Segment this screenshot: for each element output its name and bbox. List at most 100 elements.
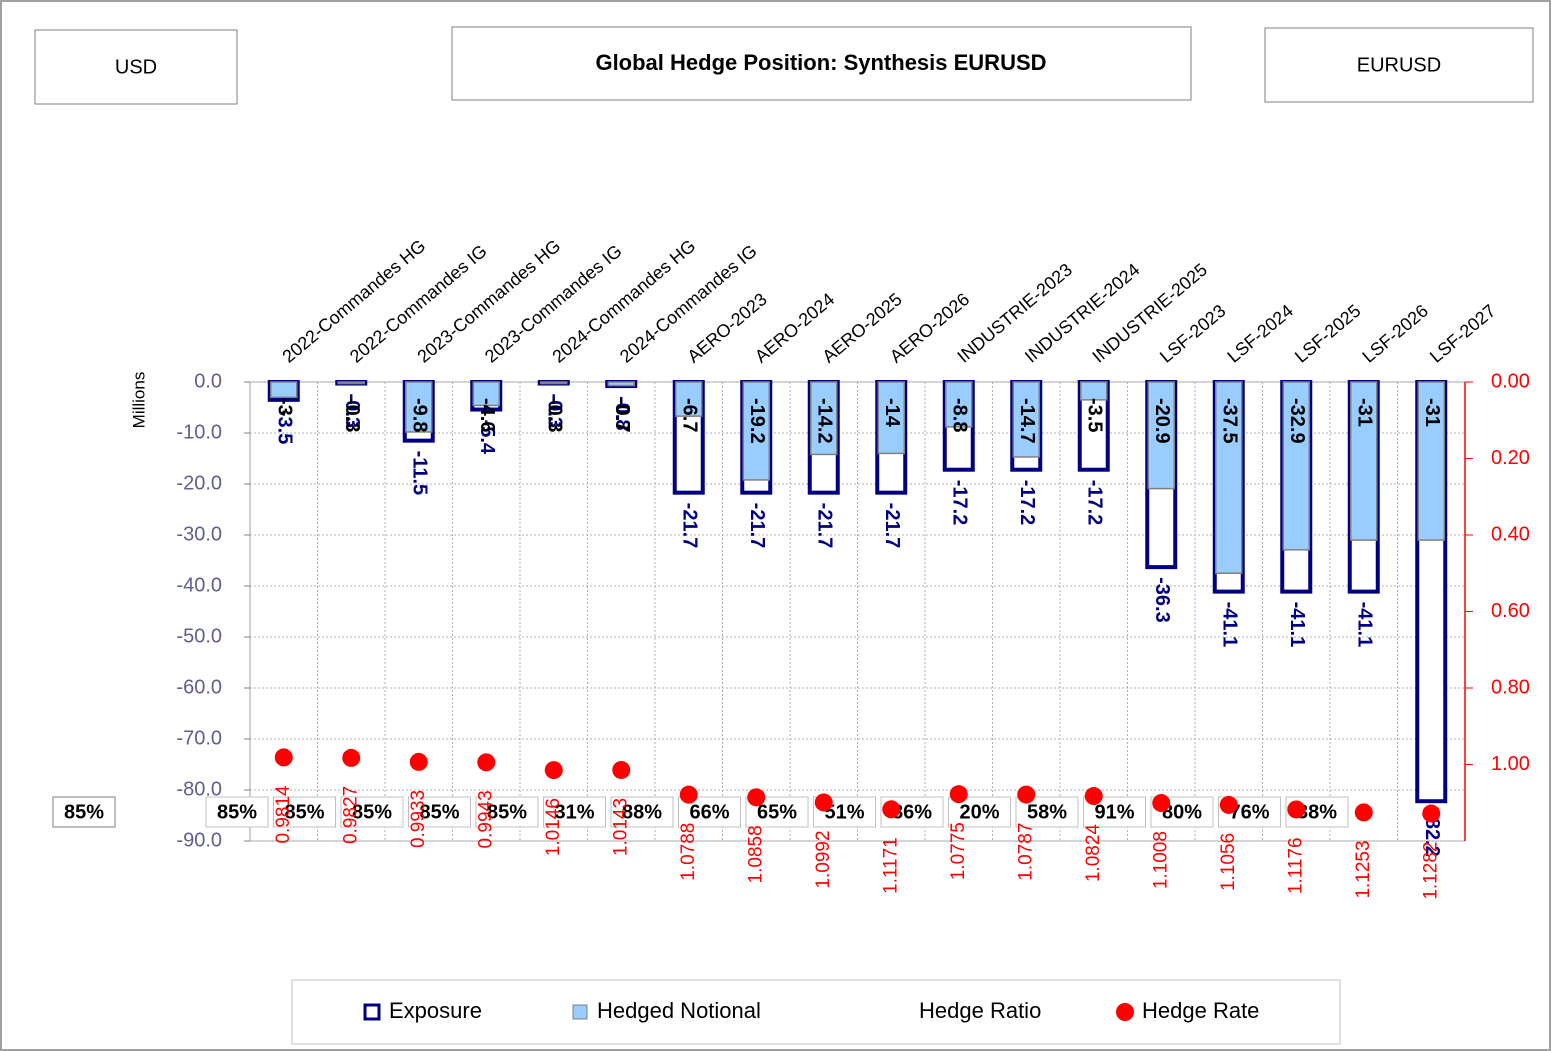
rate-dot	[747, 788, 766, 807]
rate-label: 1.0788	[678, 823, 699, 881]
rate-label: 1.0858	[745, 825, 766, 883]
ratio-box	[340, 796, 404, 828]
rate-label: 1.1171	[880, 837, 901, 894]
rate-dot	[1017, 785, 1036, 804]
chart-title: Global Hedge Position: Synthesis EURUSD	[595, 50, 1046, 75]
legend-label: Hedged Notional	[597, 998, 761, 1023]
hedged-bar	[1350, 381, 1378, 541]
y-tick-label: -60.0	[176, 676, 222, 698]
title-box	[451, 26, 1192, 101]
legend-box	[291, 979, 1341, 1045]
ratio-label: 85%	[284, 801, 324, 823]
ratio-label: 20%	[959, 801, 999, 823]
hedged-label: -19.2	[746, 398, 768, 444]
rate-label: 1.0775	[948, 822, 969, 880]
ratio-box	[205, 796, 269, 828]
y-tick-label: -50.0	[176, 625, 222, 647]
exposure-label: -21.7	[678, 503, 700, 549]
ratio-label: 88%	[622, 801, 662, 823]
header-left: USD	[115, 56, 157, 78]
hedged-bar	[405, 381, 433, 433]
hedged-bar	[337, 381, 365, 385]
hedged-bar	[810, 381, 838, 456]
hedged-label: -3.5	[1083, 398, 1105, 432]
y2-tick-label: 0.00	[1491, 370, 1530, 392]
y2-tick-label: 1.00	[1491, 753, 1530, 775]
ratio-label: 86%	[892, 801, 932, 823]
hedged-bar	[1215, 381, 1243, 574]
hedged-bar	[270, 381, 298, 399]
ratio-label: 85%	[64, 801, 104, 823]
rate-dot	[949, 785, 968, 804]
rate-label: 1.1176	[1285, 837, 1306, 894]
ratio-box	[1015, 796, 1079, 828]
y-tick-label: -40.0	[176, 574, 222, 596]
ratio-label: 80%	[1162, 801, 1202, 823]
rate-label: 0.9814	[273, 785, 294, 844]
hedged-label: -31	[1421, 398, 1443, 427]
exposure-label: -0.3	[341, 394, 363, 428]
exposure-label: -21.7	[881, 503, 903, 549]
ratio-box	[610, 796, 674, 828]
exposure-label: -82.2	[1421, 811, 1443, 857]
hedged-bar	[472, 381, 500, 407]
y-tick-label: -80.0	[176, 778, 222, 800]
y2-tick-label: 0.60	[1491, 600, 1530, 622]
rate-dot	[882, 800, 901, 819]
exposure-label: -0.3	[543, 394, 565, 428]
rate-dot	[814, 793, 833, 812]
hedged-label: -14	[881, 398, 903, 428]
exposure-label: -11.5	[408, 451, 430, 495]
rate-dot	[409, 752, 428, 771]
rate-dot	[612, 760, 631, 779]
hedged-label: -14.2	[813, 398, 835, 444]
hedged-label: -9.8	[408, 398, 430, 432]
rate-label: 1.0146	[543, 798, 564, 856]
rate-dot	[1152, 794, 1171, 813]
hedged-label: -6.7	[678, 398, 700, 432]
ratio-label: 51%	[824, 801, 864, 823]
ratio-box	[273, 796, 336, 828]
ratio-box	[408, 796, 471, 828]
rate-label: 1.0787	[1015, 823, 1036, 881]
hedged-label: -4.6	[476, 398, 498, 432]
y2-tick-label: 0.80	[1491, 676, 1530, 698]
hedged-bar	[540, 381, 568, 385]
ratio-label: 85%	[487, 801, 527, 823]
header-box	[1264, 27, 1534, 103]
hedged-label: -0.3	[543, 398, 565, 432]
rate-label: 0.9943	[475, 790, 496, 848]
hedged-label: -0.7	[611, 398, 633, 432]
exposure-label: -17.2	[948, 480, 970, 526]
ratio-label: 76%	[1229, 801, 1269, 823]
rate-dot	[1354, 803, 1373, 822]
y-tick-label: 0.0	[194, 370, 222, 392]
ratio-label: 38%	[1297, 801, 1337, 823]
exposure-label: -41.1	[1218, 602, 1240, 648]
exposure-label: -3.5	[273, 410, 295, 444]
ratio-box	[475, 796, 539, 828]
exposure-label: -36.3	[1151, 577, 1173, 623]
y-tick-label: -20.0	[176, 472, 222, 494]
rate-label: 1.0992	[813, 830, 834, 888]
rate-label: 1.1056	[1218, 833, 1239, 891]
rate-dot	[477, 753, 496, 772]
legend-swatch	[1116, 1003, 1134, 1021]
legend-swatch	[572, 1004, 588, 1020]
rate-dot	[1287, 800, 1306, 819]
ratio-label: 85%	[352, 801, 392, 823]
hedged-label: -0.3	[341, 398, 363, 432]
hedged-bar	[742, 381, 770, 481]
hedged-label: -20.9	[1151, 398, 1173, 444]
y2-tick-label: 0.40	[1491, 523, 1530, 545]
legend-label: Hedge Rate	[1142, 998, 1259, 1023]
rate-label: 1.1253	[1353, 840, 1374, 898]
exposure-label: -41.1	[1286, 602, 1308, 648]
hedged-label: -37.5	[1218, 398, 1240, 444]
hedged-label: -3	[273, 398, 295, 416]
hedged-bar	[1282, 381, 1310, 551]
ratio-box	[52, 796, 116, 828]
y-tick-label: -70.0	[176, 727, 222, 749]
hedged-bar	[675, 381, 703, 417]
